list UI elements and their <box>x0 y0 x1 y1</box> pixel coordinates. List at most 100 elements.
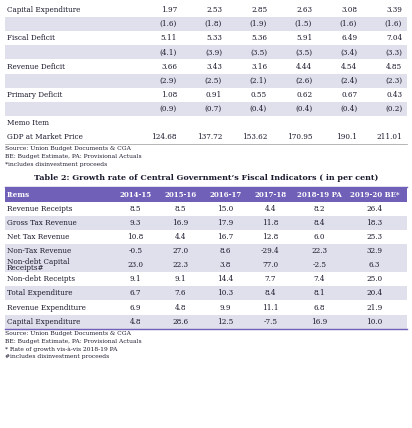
Bar <box>5 286 407 300</box>
Text: (1.6): (1.6) <box>385 20 402 28</box>
Text: 16.9: 16.9 <box>172 219 188 227</box>
Text: 137.72: 137.72 <box>197 133 222 141</box>
Text: GDP at Market Price: GDP at Market Price <box>7 133 82 141</box>
Text: Memo Item: Memo Item <box>7 119 49 127</box>
Bar <box>5 202 407 216</box>
Bar <box>5 3 407 17</box>
Text: -0.5: -0.5 <box>128 247 142 255</box>
Text: (2.6): (2.6) <box>295 77 312 85</box>
Text: 2018-19 PA: 2018-19 PA <box>297 190 342 199</box>
Bar <box>5 300 407 315</box>
Text: 15.0: 15.0 <box>217 205 234 213</box>
Text: Primary Deficit: Primary Deficit <box>7 91 62 99</box>
Text: Source: Union Budget Documents & CGA: Source: Union Budget Documents & CGA <box>5 331 131 336</box>
Text: 3.43: 3.43 <box>206 62 222 71</box>
Text: Fiscal Deficit: Fiscal Deficit <box>7 34 55 42</box>
Text: 4.44: 4.44 <box>296 62 312 71</box>
Text: 7.04: 7.04 <box>386 34 402 42</box>
Bar <box>5 17 407 31</box>
Bar <box>5 74 407 88</box>
Text: *includes disinvestment proceeds: *includes disinvestment proceeds <box>5 162 107 167</box>
Bar <box>5 130 407 144</box>
Text: (0.9): (0.9) <box>160 105 177 113</box>
Text: 9.3: 9.3 <box>129 219 141 227</box>
Text: 10.8: 10.8 <box>127 233 143 241</box>
Text: (0.4): (0.4) <box>295 105 312 113</box>
Text: (1.9): (1.9) <box>250 20 267 28</box>
Text: Receipts#: Receipts# <box>7 264 44 272</box>
Text: 2.63: 2.63 <box>296 6 312 14</box>
Text: 8.2: 8.2 <box>314 205 325 213</box>
Text: 11.8: 11.8 <box>262 219 279 227</box>
Text: 7.6: 7.6 <box>175 289 186 297</box>
Text: (3.3): (3.3) <box>385 48 402 56</box>
Bar <box>5 102 407 116</box>
Text: (1.6): (1.6) <box>340 20 357 28</box>
Text: 6.49: 6.49 <box>341 34 357 42</box>
Text: 12.8: 12.8 <box>262 233 279 241</box>
Text: 6.3: 6.3 <box>369 261 380 269</box>
Text: 5.33: 5.33 <box>206 34 222 42</box>
Text: Revenue Receipts: Revenue Receipts <box>7 205 72 213</box>
Text: 77.0: 77.0 <box>262 261 279 269</box>
Text: Table 2: Growth rate of Central Government’s Fiscal Indicators ( in per cent): Table 2: Growth rate of Central Governme… <box>34 174 378 182</box>
Text: 9.1: 9.1 <box>174 275 186 283</box>
Text: (1.6): (1.6) <box>160 20 177 28</box>
Text: Non-debt Receipts: Non-debt Receipts <box>7 275 75 283</box>
Text: 32.9: 32.9 <box>367 247 382 255</box>
Text: Revenue Expenditure: Revenue Expenditure <box>7 303 85 312</box>
Text: Capital Expenditure: Capital Expenditure <box>7 6 80 14</box>
Text: 4.4: 4.4 <box>265 205 276 213</box>
Text: 18.3: 18.3 <box>366 219 383 227</box>
Text: (1.5): (1.5) <box>295 20 312 28</box>
Text: (0.4): (0.4) <box>340 105 357 113</box>
Text: 7.7: 7.7 <box>265 275 276 283</box>
Text: Total Expenditure: Total Expenditure <box>7 289 72 297</box>
Text: 20.4: 20.4 <box>366 289 383 297</box>
Text: 8.5: 8.5 <box>175 205 186 213</box>
Text: (0.7): (0.7) <box>205 105 222 113</box>
Text: 2014-15: 2014-15 <box>119 190 151 199</box>
Text: (3.5): (3.5) <box>250 48 267 56</box>
Text: 2016-17: 2016-17 <box>209 190 241 199</box>
Text: (2.1): (2.1) <box>250 77 267 85</box>
Text: 25.3: 25.3 <box>367 233 382 241</box>
Text: 14.4: 14.4 <box>217 275 234 283</box>
Text: 2.53: 2.53 <box>206 6 222 14</box>
Text: (2.3): (2.3) <box>385 77 402 85</box>
Text: 23.0: 23.0 <box>127 261 143 269</box>
Bar <box>5 116 407 130</box>
Text: 26.4: 26.4 <box>366 205 383 213</box>
Text: 16.7: 16.7 <box>217 233 234 241</box>
Text: 8.5: 8.5 <box>129 205 141 213</box>
Bar <box>5 258 407 272</box>
Text: Capital Expenditure: Capital Expenditure <box>7 318 80 326</box>
Bar <box>5 45 407 59</box>
Text: 4.8: 4.8 <box>129 318 141 326</box>
Text: 3.08: 3.08 <box>341 6 357 14</box>
Text: 5.11: 5.11 <box>161 34 177 42</box>
Bar <box>5 272 407 286</box>
Text: 10.3: 10.3 <box>217 289 233 297</box>
Text: 3.16: 3.16 <box>251 62 267 71</box>
Text: 25.0: 25.0 <box>366 275 383 283</box>
Bar <box>5 230 407 244</box>
Text: 4.85: 4.85 <box>386 62 402 71</box>
Text: 0.43: 0.43 <box>386 91 402 99</box>
Text: (2.5): (2.5) <box>205 77 222 85</box>
Text: 6.7: 6.7 <box>129 289 141 297</box>
Bar <box>5 88 407 102</box>
Text: 7.4: 7.4 <box>314 275 325 283</box>
Text: 6.8: 6.8 <box>314 303 325 312</box>
Text: (2.4): (2.4) <box>340 77 357 85</box>
Bar <box>5 187 407 202</box>
Text: 3.66: 3.66 <box>161 62 177 71</box>
Text: 2017-18: 2017-18 <box>254 190 286 199</box>
Text: (4.1): (4.1) <box>160 48 177 56</box>
Text: 124.68: 124.68 <box>152 133 177 141</box>
Text: Source: Union Budget Documents & CGA: Source: Union Budget Documents & CGA <box>5 146 131 152</box>
Text: 6.0: 6.0 <box>314 233 325 241</box>
Text: Non-Tax Revenue: Non-Tax Revenue <box>7 247 71 255</box>
Bar <box>5 59 407 74</box>
Text: 3.8: 3.8 <box>220 261 231 269</box>
